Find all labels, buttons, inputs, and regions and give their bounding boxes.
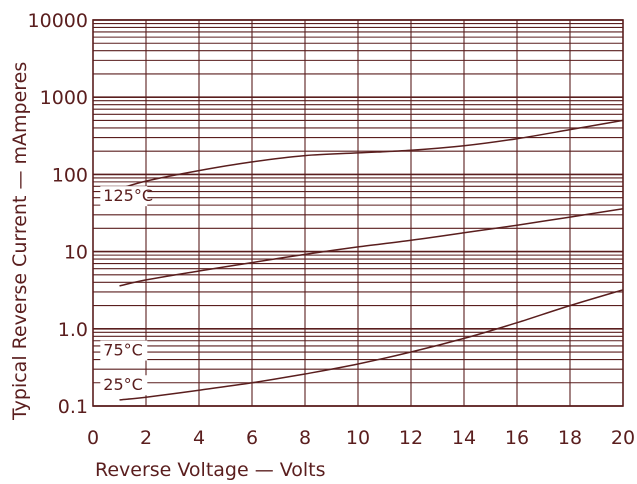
x-tick-label: 20 <box>611 427 635 449</box>
y-tick-label: 0.1 <box>58 396 88 418</box>
series-label: 125°C <box>103 186 153 205</box>
x-tick-label: 6 <box>246 427 258 449</box>
y-tick-label: 100 <box>52 164 88 186</box>
y-tick-label: 1.0 <box>58 319 88 341</box>
grid <box>92 19 624 407</box>
x-tick-label: 14 <box>452 427 476 449</box>
series-line <box>119 207 624 287</box>
y-tick-label: 10000 <box>28 10 88 32</box>
x-tick-label: 10 <box>346 427 370 449</box>
curves <box>119 119 624 401</box>
x-tick-label: 8 <box>299 427 311 449</box>
y-axis-title: Typical Reverse Current — mAmperes <box>9 62 31 421</box>
y-tick-label: 10 <box>64 242 88 264</box>
series-line <box>119 119 624 190</box>
x-tick-labels: 0 2 4 6 8 10 12 14 16 18 20 <box>87 427 635 449</box>
x-tick-label: 4 <box>193 427 205 449</box>
y-tick-labels: 0.1 1.0 10 100 1000 10000 <box>28 10 88 418</box>
x-tick-label: 16 <box>505 427 529 449</box>
series-label-bg <box>100 186 148 207</box>
series-label: 75°C <box>103 341 143 360</box>
series-label-bg <box>100 375 148 396</box>
curve-labels: 125°C 75°C 25°C <box>100 186 153 396</box>
x-tick-label: 0 <box>87 427 99 449</box>
y-tick-label: 1000 <box>40 87 88 109</box>
series-label: 25°C <box>103 375 143 394</box>
x-axis-title: Reverse Voltage — Volts <box>95 459 326 481</box>
x-tick-label: 18 <box>558 427 582 449</box>
series-line <box>119 289 624 401</box>
series-label-bg <box>100 340 148 361</box>
x-tick-label: 12 <box>399 427 423 449</box>
x-tick-label: 2 <box>140 427 152 449</box>
